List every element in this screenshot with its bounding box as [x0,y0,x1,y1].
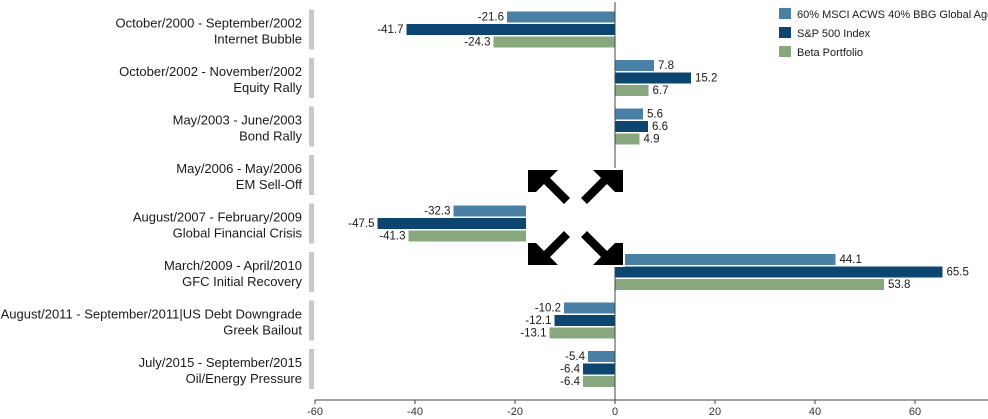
value-label: -6.4 [560,364,580,376]
bar-beta-portfolio-6 [615,279,884,290]
value-label: -47.5 [348,218,374,230]
value-label: -6.4 [560,376,580,388]
category-marker [309,9,314,50]
legend-swatch-beta-portfolio [779,46,791,57]
bar-s-p-500-index-7 [554,315,615,326]
category-marker [309,252,314,292]
bar-s-p-500-index-5 [377,218,615,229]
category-label-6: March/2009 - April/2010 GFC Initial Recov… [164,258,303,289]
legend-label-s-p-500-index: S&P 500 Index [797,28,871,40]
legend-swatch-s-p-500-index [779,27,791,38]
bar-beta-portfolio-7 [549,327,615,339]
expand-arrows-icon [526,168,625,267]
value-label: 4.9 [644,134,660,146]
value-label: 53.8 [888,279,910,291]
value-label: 15.2 [695,73,717,85]
bar-60-msci-acws-40-bbg-global-agg-1 [507,11,615,23]
category-marker [309,106,314,147]
category-label-3: May/2003 - June/2003 Bond Rally [173,113,303,144]
value-label: -41.7 [377,24,403,36]
legend-label-60-msci-acws-40-bbg-global-agg: 60% MSCI ACWS 40% BBG Global Agg [797,9,988,21]
value-label: 7.8 [658,60,674,72]
bar-s-p-500-index-3 [615,121,648,132]
bar-s-p-500-index-2 [615,72,691,84]
value-label: 65.5 [947,267,969,279]
category-marker [309,300,314,341]
bar-s-p-500-index-8 [583,363,615,375]
value-label: -10.2 [535,303,561,315]
bar-60-msci-acws-40-bbg-global-agg-6 [615,254,836,265]
value-label: -32.3 [424,206,450,218]
value-label: 6.7 [653,85,669,97]
bar-60-msci-acws-40-bbg-global-agg-2 [615,60,654,71]
x-tick-label: -60 [307,406,323,418]
category-label-1: October/2000 - September/2002 Internet Bu… [116,16,302,47]
category-label-7: August/2011 - September/2011|US Debt Dow… [1,307,303,338]
category-label-2: October/2002 - November/2002 Equity Rally [119,64,302,95]
legend-label-beta-portfolio: Beta Portfolio [797,47,863,59]
category-marker [309,155,314,195]
bar-s-p-500-index-1 [406,24,615,35]
value-label: -24.3 [464,37,490,49]
category-marker [309,349,314,389]
value-label: 6.6 [652,121,668,133]
bar-beta-portfolio-8 [583,376,615,387]
x-tick-label: 60 [909,406,921,418]
value-label: -21.6 [478,12,504,24]
x-tick-label: -20 [507,406,523,418]
category-marker [309,58,314,98]
x-tick-label: 0 [612,406,618,418]
legend-swatch-60-msci-acws-40-bbg-global-agg [779,8,791,19]
x-tick-label: 40 [809,406,821,418]
x-tick-label: -40 [407,406,423,418]
bar-beta-portfolio-2 [615,85,649,96]
value-label: 44.1 [840,254,862,266]
value-label: -13.1 [520,328,546,340]
category-label-5: August/2007 - February/2009 Global Financ… [133,210,303,241]
value-label: -12.1 [525,315,551,327]
bar-60-msci-acws-40-bbg-global-agg-3 [615,108,643,120]
value-label: -5.4 [565,351,585,363]
value-label: -41.3 [379,231,405,243]
bar-60-msci-acws-40-bbg-global-agg-7 [564,302,615,314]
category-label-4: May/2006 - May/2006 EM Sell-Off [176,161,302,192]
bar-beta-portfolio-1 [493,36,615,48]
bar-beta-portfolio-5 [408,230,615,242]
x-tick-label: 20 [709,406,721,418]
category-marker [309,203,314,244]
bar-60-msci-acws-40-bbg-global-agg-8 [588,351,615,362]
category-label-8: July/2015 - September/2015 Oil/Energy Pre… [139,355,302,386]
bar-beta-portfolio-3 [615,133,640,145]
value-label: 5.6 [647,109,663,121]
bar-s-p-500-index-6 [615,266,943,278]
